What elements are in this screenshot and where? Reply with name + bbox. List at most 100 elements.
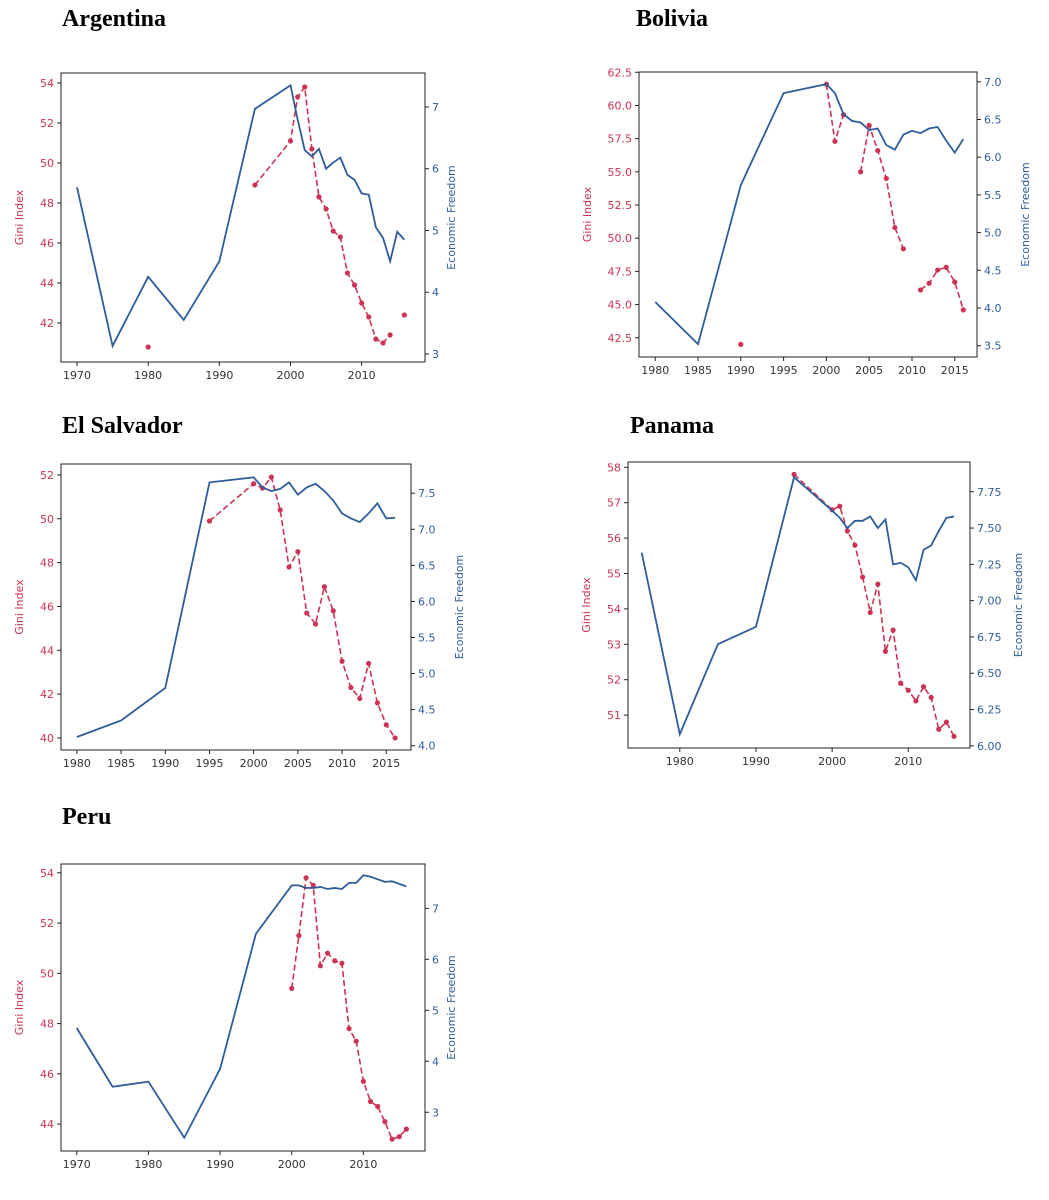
gini-index-point (145, 344, 151, 350)
y-axis-label-right: Economic Freedom (1019, 162, 1032, 267)
y-tick-label-left: 54 (40, 867, 54, 880)
y-tick-label-right: 6.00 (977, 740, 1002, 753)
gini-index-point (339, 960, 345, 966)
gini-index-point (913, 698, 919, 704)
gini-index-point (277, 507, 283, 513)
y-tick-label-right: 3.5 (984, 340, 1002, 353)
y-tick-label-right: 3 (432, 1106, 439, 1119)
y-tick-label-left: 44 (40, 1118, 54, 1131)
y-tick-label-right: 7.50 (977, 522, 1002, 535)
gini-index-point (900, 246, 907, 252)
x-tick-label: 1980 (134, 369, 162, 382)
plot-frame (627, 461, 971, 749)
gini-index-point (882, 648, 889, 654)
gini-index-point (905, 687, 911, 693)
gini-index-point (403, 1126, 409, 1132)
x-tick-label: 1980 (134, 1158, 162, 1171)
gini-index-point (337, 234, 343, 240)
gini-index-point (852, 542, 858, 548)
economic-freedom-line (76, 476, 396, 738)
gini-index-point (323, 206, 329, 212)
y-tick-label-left: 48 (40, 1018, 54, 1031)
x-tick-label: 2000 (818, 755, 846, 768)
y-tick-label-right: 5.0 (418, 668, 436, 681)
x-tick-label: 2000 (812, 364, 840, 377)
gini-index-line (920, 266, 965, 311)
gini-index-point (926, 280, 932, 286)
y-tick-label-left: 62.5 (608, 66, 633, 79)
gini-index-point (387, 332, 393, 338)
x-tick-label: 1995 (195, 757, 223, 770)
x-tick-label: 2015 (941, 364, 969, 377)
y-axis-label-right: Economic Freedom (445, 955, 458, 1060)
x-tick-label: 1990 (206, 1158, 234, 1171)
gini-index-point (296, 933, 302, 939)
y-tick-label-right: 7 (432, 101, 439, 114)
gini-index-point (344, 270, 351, 276)
gini-index-line (859, 122, 905, 250)
gini-index-point (365, 660, 372, 667)
y-tick-label-right: 4 (432, 286, 439, 299)
x-tick-label: 2010 (348, 369, 376, 382)
gini-index-point (304, 610, 310, 616)
gini-index-point (375, 1103, 381, 1110)
x-tick-label: 1985 (684, 364, 712, 377)
y-tick-label-right: 6.5 (984, 114, 1002, 127)
gini-index-point (287, 138, 294, 144)
gini-index-line (290, 876, 407, 1141)
gini-index-point (302, 84, 308, 90)
gini-index-point (952, 279, 958, 285)
gini-index-point (373, 336, 379, 342)
gini-index-point (374, 700, 381, 706)
gini-index-point (860, 574, 866, 580)
y-tick-label-right: 6 (432, 953, 439, 966)
y-tick-label-right: 6.75 (977, 631, 1002, 644)
plot-frame (638, 71, 978, 358)
y-tick-label-left: 40 (40, 732, 54, 745)
y-tick-label-left: 52 (40, 117, 54, 130)
y-tick-label-left: 51 (607, 709, 621, 722)
y-tick-label-right: 5.0 (984, 227, 1002, 240)
gini-index-point (330, 228, 336, 234)
y-tick-label-left: 57 (607, 497, 621, 510)
y-axis-label-right: Economic Freedom (453, 555, 466, 660)
y-tick-label-right: 3 (432, 348, 439, 361)
gini-index-point (382, 1118, 388, 1125)
subplot-bolivia: 1980 1985 1990 1995 2000 2005 2010 2015 42.5 45.0… (581, 66, 1032, 377)
chart-title-panama: Panama (630, 413, 714, 439)
gini-index-point (875, 581, 881, 587)
y-tick-label-right: 6.5 (418, 559, 436, 572)
x-tick-label: 1990 (727, 364, 755, 377)
gini-index-point (312, 621, 319, 627)
y-tick-label-right: 6.0 (418, 595, 436, 608)
economic-freedom-line (76, 83, 406, 349)
gini-index-point (346, 1026, 352, 1032)
gini-index-point (252, 182, 258, 188)
gini-index-point (890, 627, 896, 633)
y-tick-label-left: 47.5 (608, 265, 633, 278)
gini-index-point (866, 122, 872, 128)
chart-title-bolivia: Bolivia (636, 6, 709, 32)
y-tick-label-right: 6.0 (984, 151, 1002, 164)
gini-index-point (351, 282, 358, 288)
gini-index-point (936, 726, 942, 732)
y-tick-label-left: 55.0 (608, 166, 633, 179)
y-axis-label-right: Economic Freedom (445, 165, 458, 270)
y-tick-label-right: 7.5 (418, 487, 436, 500)
gini-index-point (875, 147, 881, 154)
gini-index-point (928, 694, 934, 700)
gini-index-point (206, 518, 213, 524)
y-tick-label-left: 50 (40, 967, 54, 980)
gini-index-point (935, 267, 941, 273)
gini-index-point (917, 287, 924, 293)
y-tick-label-left: 54 (40, 77, 54, 90)
y-tick-label-right: 6.25 (977, 704, 1002, 717)
gini-index-point (883, 175, 889, 182)
subplot-argentina: 1970 1980 1990 2000 2010 42 44 46 48 50 52 54 3 4 5 6 7 G… (13, 72, 458, 382)
gini-index-point (353, 1038, 359, 1044)
gini-index-point (289, 985, 295, 992)
y-tick-label-right: 6.50 (977, 667, 1002, 680)
y-tick-label-right: 7.0 (984, 76, 1002, 89)
